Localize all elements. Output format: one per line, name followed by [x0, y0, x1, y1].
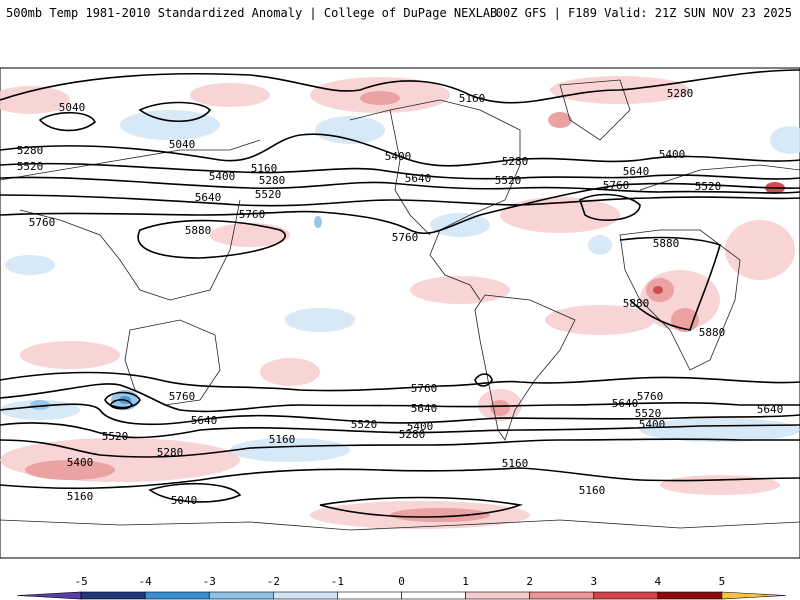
contour-label: 5760 — [239, 208, 266, 221]
contour-label: 5160 — [579, 484, 606, 497]
contour-label: 5160 — [251, 162, 278, 175]
height-contours — [0, 69, 800, 518]
contour-label: 5640 — [405, 172, 432, 185]
colorbar-bin — [16, 591, 82, 600]
colorbar-tick-label: 2 — [526, 575, 533, 588]
contour-label: 5280 — [17, 144, 44, 157]
contour-label: 5280 — [157, 446, 184, 459]
contour-label: 5040 — [169, 138, 196, 151]
contour-label: 5160 — [269, 433, 296, 446]
coastlines — [0, 79, 800, 531]
colorbar-tick-label: 3 — [590, 575, 597, 588]
colorbar-tick-label: 0 — [398, 575, 405, 588]
contour-label: 5880 — [623, 297, 650, 310]
anomaly-shading — [0, 76, 800, 529]
colorbar-bin — [721, 591, 787, 600]
colorbar-bin — [208, 591, 274, 600]
contour-label: 5280 — [502, 155, 529, 168]
colorbar-bin — [80, 591, 146, 600]
contour-label: 5760 — [637, 390, 664, 403]
colorbar-bin — [144, 591, 210, 600]
colorbar-tick-label: -4 — [139, 575, 153, 588]
colorbar-bin — [657, 591, 723, 600]
contour-label: 5520 — [695, 180, 722, 193]
contour-label: 5160 — [67, 490, 94, 503]
model-run-info: 00Z GFS | F189 Valid: 21Z SUN NOV 23 202… — [495, 6, 792, 20]
contour-label: 5280 — [399, 428, 426, 441]
colorbar-tick-label: -5 — [74, 575, 87, 588]
contour-label: 5640 — [191, 414, 218, 427]
contour-label: 5400 — [639, 418, 666, 431]
contour-label: 5640 — [411, 402, 438, 415]
contour-label: 5880 — [185, 224, 212, 237]
contour-label: 5640 — [623, 165, 650, 178]
contour-label: 5400 — [407, 420, 434, 433]
contour-label: 5160 — [459, 92, 486, 105]
contour-label: 5520 — [351, 418, 378, 431]
contour-label: 5400 — [209, 170, 236, 183]
contour-label: 5520 — [495, 174, 522, 187]
contour-label: 5280 — [259, 174, 286, 187]
contour-label: 5640 — [195, 191, 222, 204]
contour-label: 5760 — [29, 216, 56, 229]
contour-label: 5760 — [411, 382, 438, 395]
contour-label: 5520 — [102, 430, 129, 443]
colorbar-tick-label: -1 — [331, 575, 344, 588]
contour-labels: 5040 5040 5040 5160 5160 5160 5160 5160 … — [17, 87, 784, 507]
contour-label: 5280 — [667, 87, 694, 100]
contour-label: 5400 — [659, 148, 686, 161]
contour-label: 5640 — [757, 403, 784, 416]
contour-label: 5520 — [255, 188, 282, 201]
colorbar-tick-label: 4 — [655, 575, 662, 588]
colorbar-bin — [273, 591, 338, 600]
contour-label: 5040 — [59, 101, 86, 114]
contour-label: 5400 — [67, 456, 94, 469]
colorbar-bin — [529, 591, 595, 600]
colorbar-tick-label: 5 — [719, 575, 726, 588]
contour-label: 5520 — [635, 407, 662, 420]
colorbar-bin — [401, 591, 466, 600]
colorbar-tick-label: -3 — [203, 575, 216, 588]
contour-label: 5400 — [385, 150, 412, 163]
contour-label: 5640 — [612, 397, 639, 410]
colorbar-bin — [337, 591, 402, 600]
colorbar-bin — [593, 591, 659, 600]
chart-title: 500mb Temp 1981-2010 Standardized Anomal… — [6, 6, 498, 20]
contour-label: 5520 — [17, 160, 44, 173]
contour-label: 5160 — [502, 457, 529, 470]
contour-label: 5880 — [699, 326, 726, 339]
colorbar-tick-label: 1 — [462, 575, 469, 588]
contour-label: 5760 — [169, 390, 196, 403]
contour-label: 5760 — [392, 231, 419, 244]
contour-label: 5880 — [653, 237, 680, 250]
contour-label: 5760 — [603, 179, 630, 192]
contour-label: 5040 — [171, 494, 198, 507]
colorbar-tick-label: -2 — [267, 575, 280, 588]
colorbar: -5 -4 -3 -2 -1 0 1 2 3 4 5 — [16, 575, 787, 600]
colorbar-bin — [465, 591, 530, 600]
